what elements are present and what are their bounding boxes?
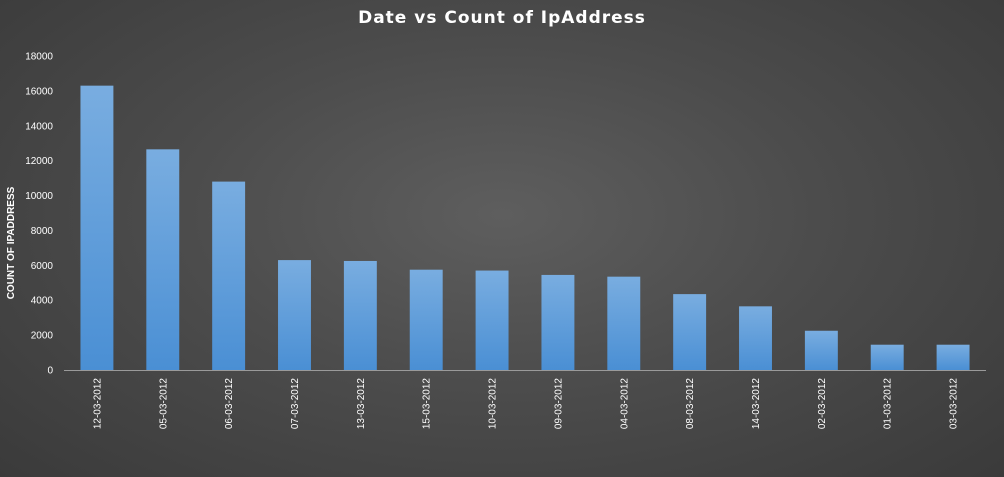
x-tick-label: 07-03-2012	[290, 378, 301, 430]
x-tick-label: 06-03-2012	[224, 378, 235, 430]
y-tick-label: 2000	[31, 331, 54, 342]
x-tick-label: 08-03-2012	[685, 378, 696, 430]
x-tick-label: 03-03-2012	[949, 378, 960, 430]
bar	[541, 274, 575, 370]
x-tick-label: 14-03-2012	[751, 378, 762, 430]
y-tick-label: 0	[47, 366, 53, 377]
bar	[212, 181, 246, 370]
y-tick-label: 14000	[25, 121, 53, 132]
bar	[278, 260, 311, 370]
y-tick-label: 6000	[31, 261, 54, 272]
bar	[146, 149, 180, 370]
y-tick-label: 4000	[31, 296, 54, 307]
bar	[673, 294, 707, 370]
bar	[804, 330, 838, 370]
y-axis-title: COUNT OF IPADDRESS	[6, 186, 17, 299]
bar	[870, 344, 904, 370]
x-tick-label: 05-03-2012	[158, 378, 169, 430]
x-tick-label: 04-03-2012	[619, 378, 630, 430]
bar	[936, 344, 970, 370]
bar	[343, 260, 377, 370]
y-axis: 0 2000 4000 6000 8000 10000 12000 14000 16000 180…	[25, 52, 53, 377]
x-tick-label: 10-03-2012	[488, 378, 499, 430]
y-tick-label: 18000	[25, 52, 53, 63]
x-tick-label: 12-03-2012	[92, 378, 103, 430]
chart-title: Date vs Count of IpAddress	[358, 8, 646, 28]
y-tick-label: 12000	[25, 156, 53, 167]
y-tick-label: 16000	[25, 86, 53, 97]
x-tick-label: 02-03-2012	[817, 378, 828, 430]
bar	[80, 85, 114, 371]
x-tick-label: 15-03-2012	[422, 378, 433, 430]
y-tick-label: 10000	[25, 191, 53, 202]
bar	[739, 306, 772, 370]
x-tick-label: 13-03-2012	[356, 378, 367, 430]
x-tick-label: 01-03-2012	[883, 378, 894, 430]
bar	[475, 270, 509, 370]
bar	[409, 269, 443, 370]
y-tick-label: 8000	[31, 226, 54, 237]
x-axis: 12-03-2012 05-03-2012 06-03-2012 07-03-2012…	[92, 378, 959, 430]
x-tick-label: 09-03-2012	[553, 378, 564, 430]
bar	[607, 276, 641, 370]
bars	[80, 85, 970, 371]
